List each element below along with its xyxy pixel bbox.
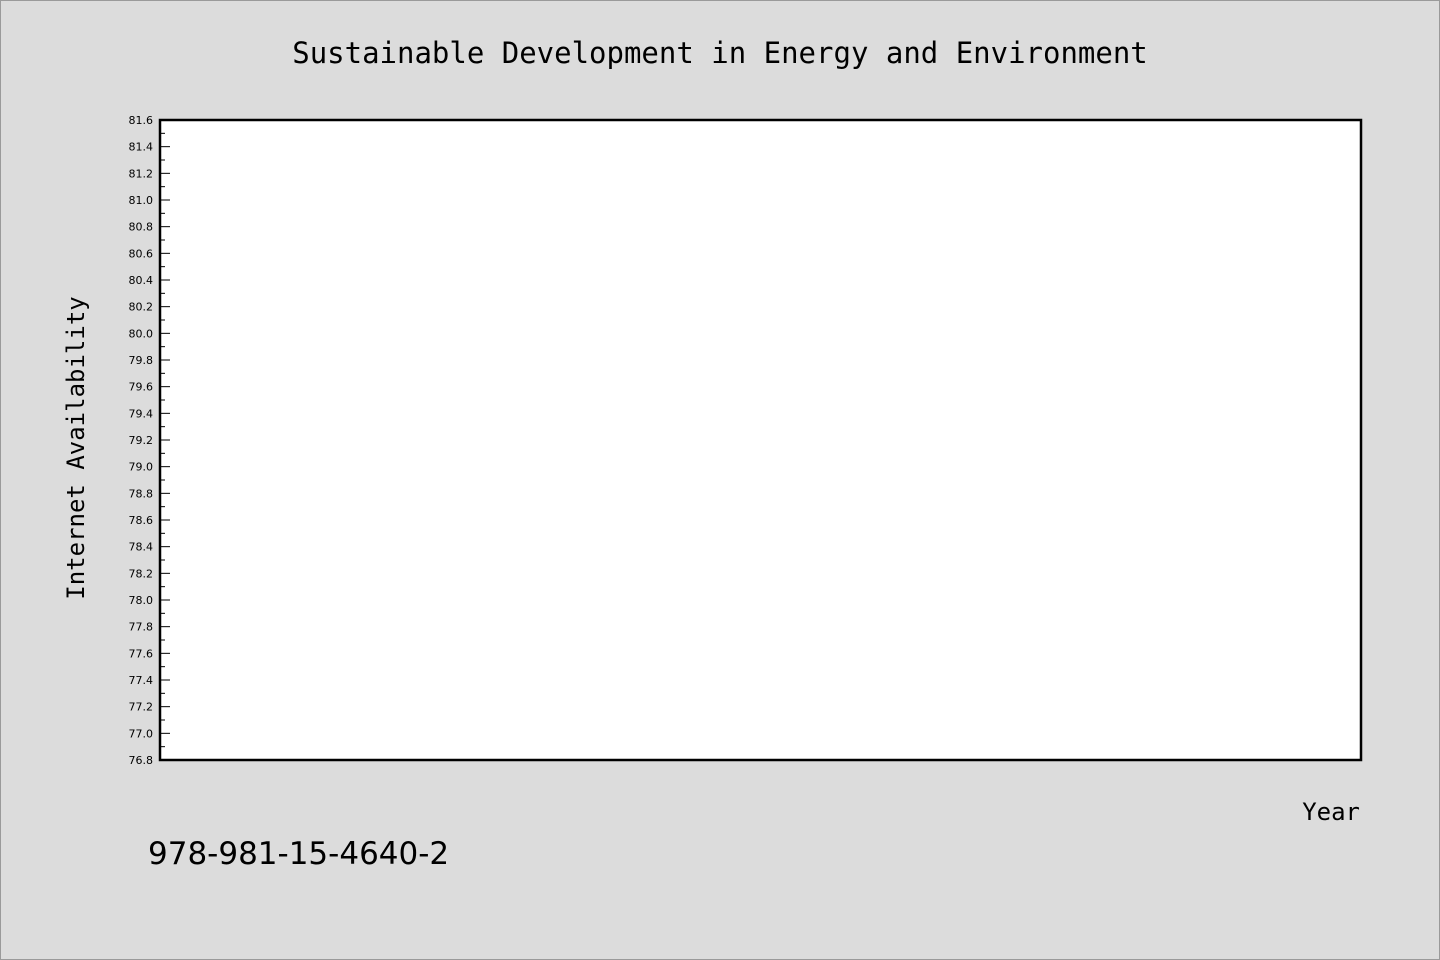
x-axis-label: Year [1302,798,1360,826]
y-tick-label: 81.6 [129,114,154,127]
y-tick-label: 77.6 [129,647,154,660]
plot-area [158,118,1363,762]
y-tick-label: 77.2 [129,701,154,714]
y-tick-label: 79.6 [129,381,154,394]
y-tick-label: 80.8 [129,221,154,234]
y-tick-label: 77.4 [129,674,154,687]
y-tick-label: 78.0 [129,594,154,607]
y-tick-label: 78.4 [129,541,154,554]
y-tick-label: 79.0 [129,461,154,474]
y-tick-label: 81.4 [129,141,154,154]
chart-title: Sustainable Development in Energy and En… [292,36,1148,70]
y-tick-label: 77.8 [129,621,154,634]
y-tick-label: 78.2 [129,567,154,580]
y-tick-label: 76.8 [129,754,154,767]
y-tick-label: 80.6 [129,247,154,260]
y-tick-label: 81.0 [129,194,154,207]
y-tick-label: 80.0 [129,327,154,340]
y-axis-label: Internet Availability [62,296,90,599]
y-tick-label: 77.0 [129,727,154,740]
y-tick-label: 79.4 [129,407,154,420]
y-tick-label: 78.8 [129,487,154,500]
y-tick-label: 80.4 [129,274,154,287]
y-axis: 76.8 77.0 77.2 77.4 77.6 77.8 78.0 78.2 78.4 78.6… [129,114,170,767]
isbn-text: 978-981-15-4640-2 [148,836,449,872]
y-tick-label: 81.2 [129,167,154,180]
y-tick-label: 78.6 [129,514,154,527]
y-tick-label: 79.8 [129,354,154,367]
y-tick-label: 79.2 [129,434,154,447]
y-tick-label: 80.2 [129,301,154,314]
